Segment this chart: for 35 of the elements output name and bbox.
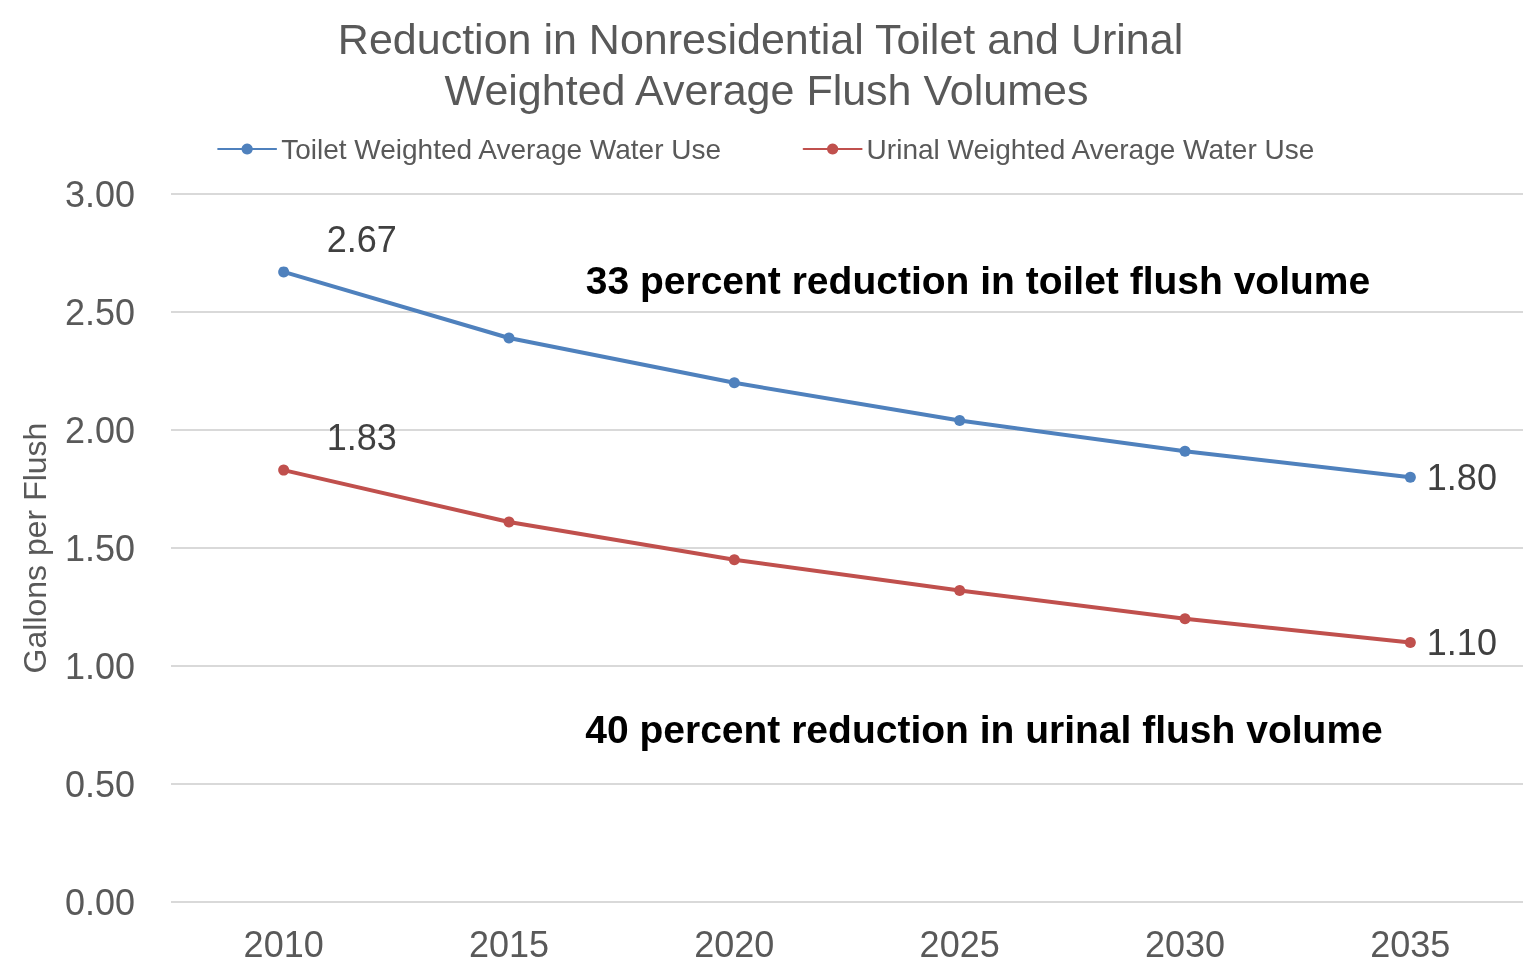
point — [728, 554, 740, 566]
point — [1404, 471, 1416, 483]
y-axis-title: Gallons per Flush — [17, 422, 53, 674]
data-label: 1.10 — [1426, 621, 1497, 663]
x-tick-label: 2015 — [468, 923, 550, 965]
data-label: 1.80 — [1426, 456, 1497, 498]
y-tick-label: 3.00 — [64, 173, 135, 215]
point — [1179, 613, 1191, 625]
annotation: 33 percent reduction in toilet flush volume — [585, 258, 1371, 302]
y-tick-label: 1.50 — [64, 527, 135, 569]
y-tick-label: 0.00 — [64, 881, 135, 923]
data-label: 1.83 — [326, 417, 397, 459]
point — [1179, 445, 1191, 457]
x-tick-label: 2030 — [1144, 923, 1226, 965]
x-tick-label: 2025 — [919, 923, 1000, 965]
y-tick-label: 1.00 — [64, 645, 135, 687]
y-tick-label: 2.00 — [64, 409, 135, 451]
point — [954, 415, 966, 427]
point — [278, 266, 290, 278]
annotation: 40 percent reduction in urinal flush volume — [585, 707, 1383, 751]
x-tick-label: 2010 — [243, 923, 324, 965]
point — [954, 584, 966, 596]
y-tick-label: 2.50 — [64, 291, 135, 333]
x-tick-label: 2020 — [694, 923, 775, 965]
y-tick-label: 0.50 — [64, 763, 135, 805]
x-tick-label: 2035 — [1370, 923, 1451, 965]
point — [278, 464, 290, 476]
point — [503, 516, 515, 528]
point — [728, 377, 740, 389]
legend-label: Urinal Weighted Average Water Use — [866, 133, 1315, 165]
legend-label: Toilet Weighted Average Water Use — [281, 133, 722, 165]
point — [1404, 636, 1416, 648]
data-label: 2.67 — [326, 218, 397, 260]
point — [503, 332, 515, 344]
chart-title: Reduction in Nonresidential Toilet and Urinal Weighted Average Flush Volumes — [337, 14, 1196, 114]
